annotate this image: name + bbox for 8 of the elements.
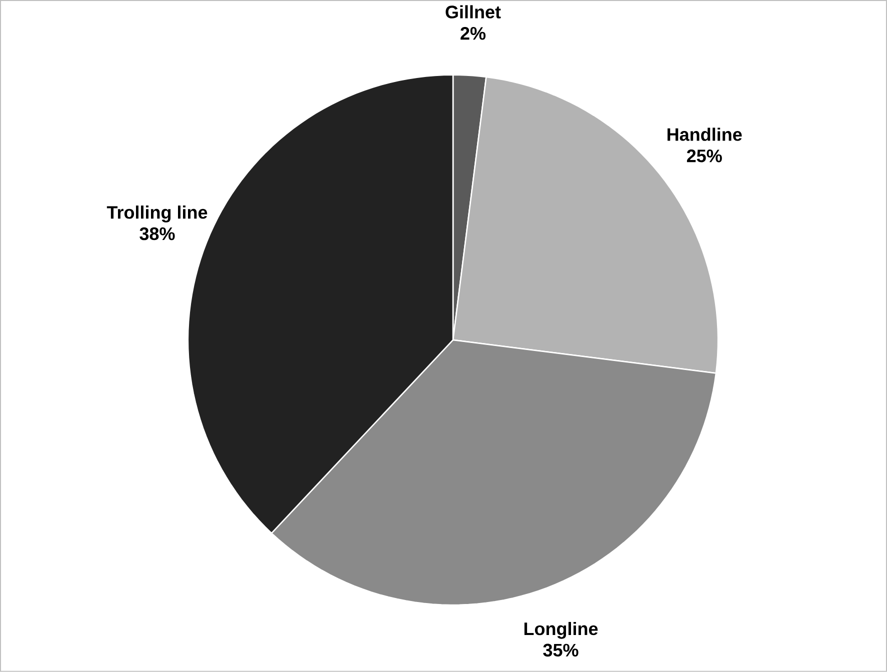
data-label: 38% [140,227,175,240]
slice-label: Trolling line [106,206,208,222]
data-label: 35% [543,644,578,657]
slice-label: Longline [524,622,598,639]
slice-label: Gillnet [446,5,501,18]
data-label: 25% [686,150,722,162]
data-label: 2% [460,27,486,40]
slice-label: Handline [668,128,742,141]
